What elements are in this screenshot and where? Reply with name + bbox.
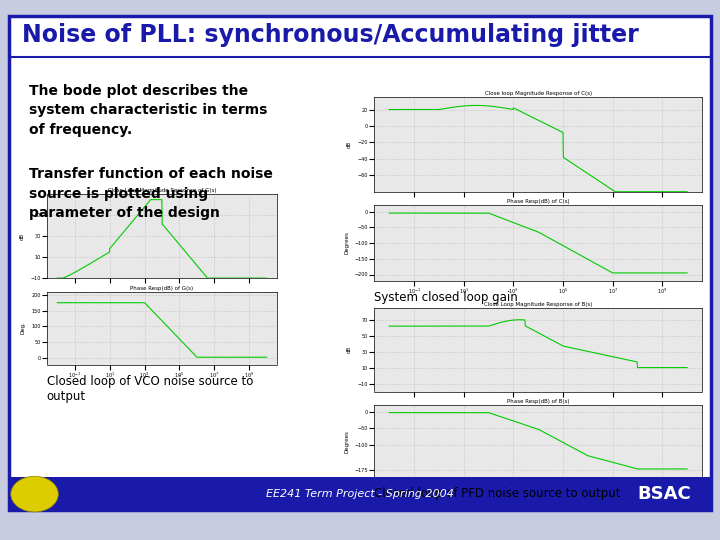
Title: Close loop Magnitude Response of C(s): Close loop Magnitude Response of C(s) [485, 91, 592, 96]
Title: Close Loop Magnitude Response of B(s): Close Loop Magnitude Response of B(s) [484, 302, 593, 307]
Title: Phase Resp(dB) of C(s): Phase Resp(dB) of C(s) [507, 199, 570, 204]
Title: Close Loop Magnitude Resconse of G(s): Close Loop Magnitude Resconse of G(s) [108, 188, 216, 193]
Y-axis label: Degrees: Degrees [344, 430, 349, 453]
Text: Transfer function of each noise
source is plotted using
parameter of the design: Transfer function of each noise source i… [29, 167, 273, 220]
Title: Phase Resp(dB) of G(s): Phase Resp(dB) of G(s) [130, 286, 194, 291]
Y-axis label: Degrees: Degrees [344, 232, 349, 254]
Y-axis label: dB: dB [347, 346, 352, 353]
Title: Phase Resp(dB) of B(s): Phase Resp(dB) of B(s) [507, 399, 570, 404]
Text: Closed loop of PFD noise source to output: Closed loop of PFD noise source to outpu… [374, 487, 621, 500]
Text: EE241 Term Project - Spring 2004: EE241 Term Project - Spring 2004 [266, 489, 454, 498]
Y-axis label: dB: dB [19, 233, 24, 240]
Text: The bode plot describes the
system characteristic in terms
of frequency.: The bode plot describes the system chara… [29, 84, 267, 137]
Y-axis label: Deg.: Deg. [21, 322, 26, 334]
Text: Closed loop of VCO noise source to
output: Closed loop of VCO noise source to outpu… [47, 375, 253, 403]
Y-axis label: dB: dB [347, 141, 352, 148]
Text: System closed loop gain: System closed loop gain [374, 291, 518, 303]
Text: BSAC: BSAC [637, 484, 691, 503]
Text: Noise of PLL: synchronous/Accumulating jitter: Noise of PLL: synchronous/Accumulating j… [22, 23, 639, 47]
